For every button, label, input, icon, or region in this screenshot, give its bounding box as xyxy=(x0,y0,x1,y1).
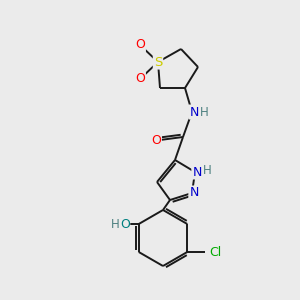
Text: N: N xyxy=(192,166,202,178)
Text: O: O xyxy=(135,73,145,85)
Text: N: N xyxy=(189,106,199,118)
Text: H: H xyxy=(200,106,208,118)
Text: O: O xyxy=(135,38,145,52)
Text: O: O xyxy=(120,218,130,230)
Text: N: N xyxy=(189,187,199,200)
Text: O: O xyxy=(151,134,161,146)
Text: Cl: Cl xyxy=(209,245,221,259)
Text: H: H xyxy=(110,218,119,230)
Text: S: S xyxy=(154,56,162,68)
Text: H: H xyxy=(202,164,211,178)
